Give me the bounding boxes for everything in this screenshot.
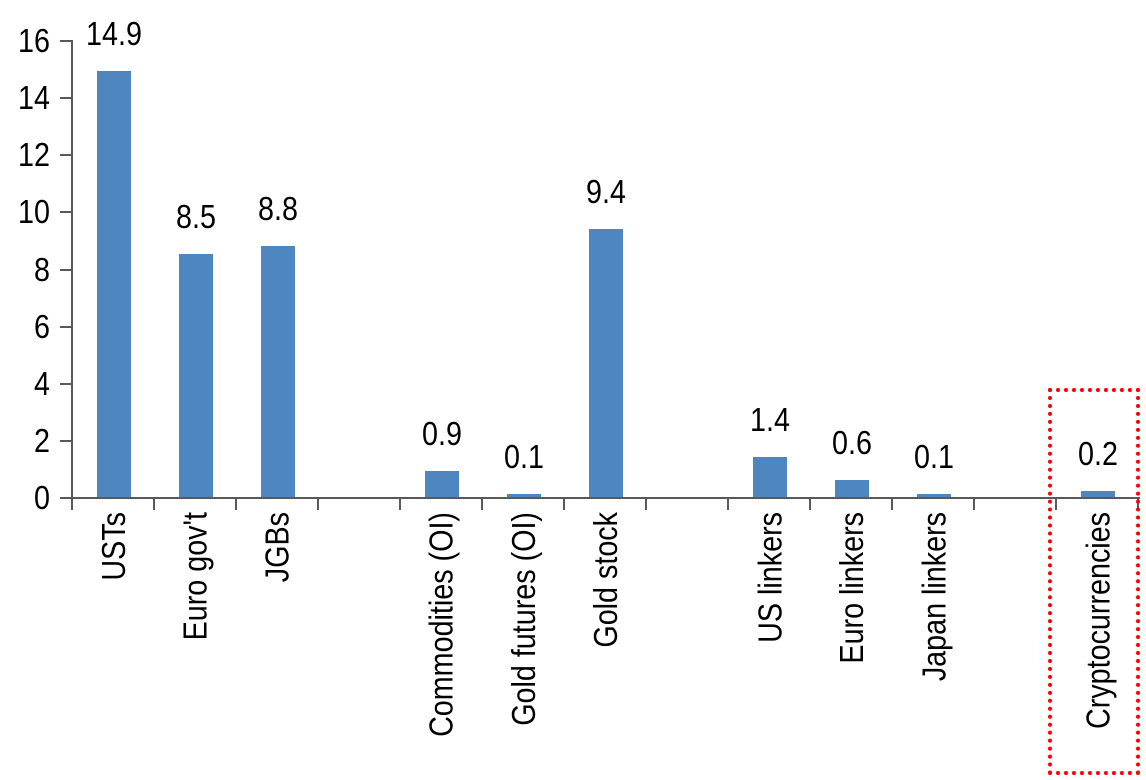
y-axis-tick-label: 14 <box>18 79 50 116</box>
value-label-us-linkers: 1.4 <box>750 401 790 438</box>
x-axis-tick <box>563 499 565 510</box>
y-axis-tick-label: 2 <box>34 422 50 459</box>
x-axis-tick <box>891 499 893 510</box>
y-axis-tick <box>60 440 71 442</box>
value-label-japan-linkers: 0.1 <box>914 438 954 475</box>
category-label-jgbs: JGBs <box>259 512 296 583</box>
x-axis-tick <box>973 499 975 510</box>
category-label-gold-futures-oi: Gold futures (OI) <box>505 512 542 726</box>
category-label-commodities-oi: Commodities (OI) <box>423 512 460 737</box>
x-axis-tick <box>235 499 237 510</box>
y-axis-tick-label: 4 <box>34 365 50 402</box>
value-label-usts: 14.9 <box>86 15 142 52</box>
x-axis-tick <box>481 499 483 510</box>
y-axis-tick <box>60 497 71 499</box>
bar-gold-stock <box>589 228 623 497</box>
y-axis-tick <box>60 326 71 328</box>
y-axis-tick-label: 12 <box>18 136 50 173</box>
x-axis-tick <box>399 499 401 510</box>
value-label-jgbs: 8.8 <box>258 190 298 227</box>
category-label-gold-stock: Gold stock <box>587 512 624 648</box>
y-axis-tick <box>60 211 71 213</box>
x-axis-tick <box>1055 499 1057 510</box>
category-label-euro-gov-t: Euro gov't <box>177 512 214 641</box>
highlight-box-cryptocurrencies <box>1048 388 1140 775</box>
value-label-gold-stock: 9.4 <box>586 173 626 210</box>
y-axis-tick-label: 10 <box>18 193 50 230</box>
category-label-us-linkers: US linkers <box>751 512 788 643</box>
value-label-cryptocurrencies: 0.2 <box>1078 435 1118 472</box>
bar-gold-futures-oi <box>507 494 541 497</box>
y-axis-tick-label: 8 <box>34 251 50 288</box>
value-label-commodities-oi: 0.9 <box>422 415 462 452</box>
bar-cryptocurrencies <box>1081 491 1115 497</box>
bar-commodities-oi <box>425 471 459 497</box>
x-axis-tick <box>645 499 647 510</box>
x-axis-tick <box>809 499 811 510</box>
x-axis-tick <box>727 499 729 510</box>
value-label-euro-gov-t: 8.5 <box>176 198 216 235</box>
y-axis-tick <box>60 383 71 385</box>
y-axis-tick <box>60 97 71 99</box>
bar-euro-linkers <box>835 479 869 497</box>
category-label-japan-linkers: Japan linkers <box>915 512 952 682</box>
y-axis-tick <box>60 269 71 271</box>
x-axis-tick <box>317 499 319 510</box>
bar-usts <box>97 71 131 497</box>
bar-japan-linkers <box>917 494 951 497</box>
x-axis-line <box>71 497 1140 499</box>
value-label-euro-linkers: 0.6 <box>832 424 872 461</box>
bar-us-linkers <box>753 457 787 497</box>
y-axis-line <box>71 40 73 510</box>
bar-euro-gov-t <box>179 254 213 497</box>
x-axis-tick <box>153 499 155 510</box>
y-axis-tick-label: 16 <box>18 22 50 59</box>
category-label-usts: USTs <box>95 512 132 581</box>
y-axis-tick-label: 0 <box>34 479 50 516</box>
y-axis-tick <box>60 154 71 156</box>
value-label-gold-futures-oi: 0.1 <box>504 438 544 475</box>
y-axis-tick <box>60 40 71 42</box>
x-axis-tick <box>71 499 73 510</box>
category-label-euro-linkers: Euro linkers <box>833 512 870 664</box>
bar-jgbs <box>261 245 295 497</box>
y-axis-tick-label: 6 <box>34 308 50 345</box>
